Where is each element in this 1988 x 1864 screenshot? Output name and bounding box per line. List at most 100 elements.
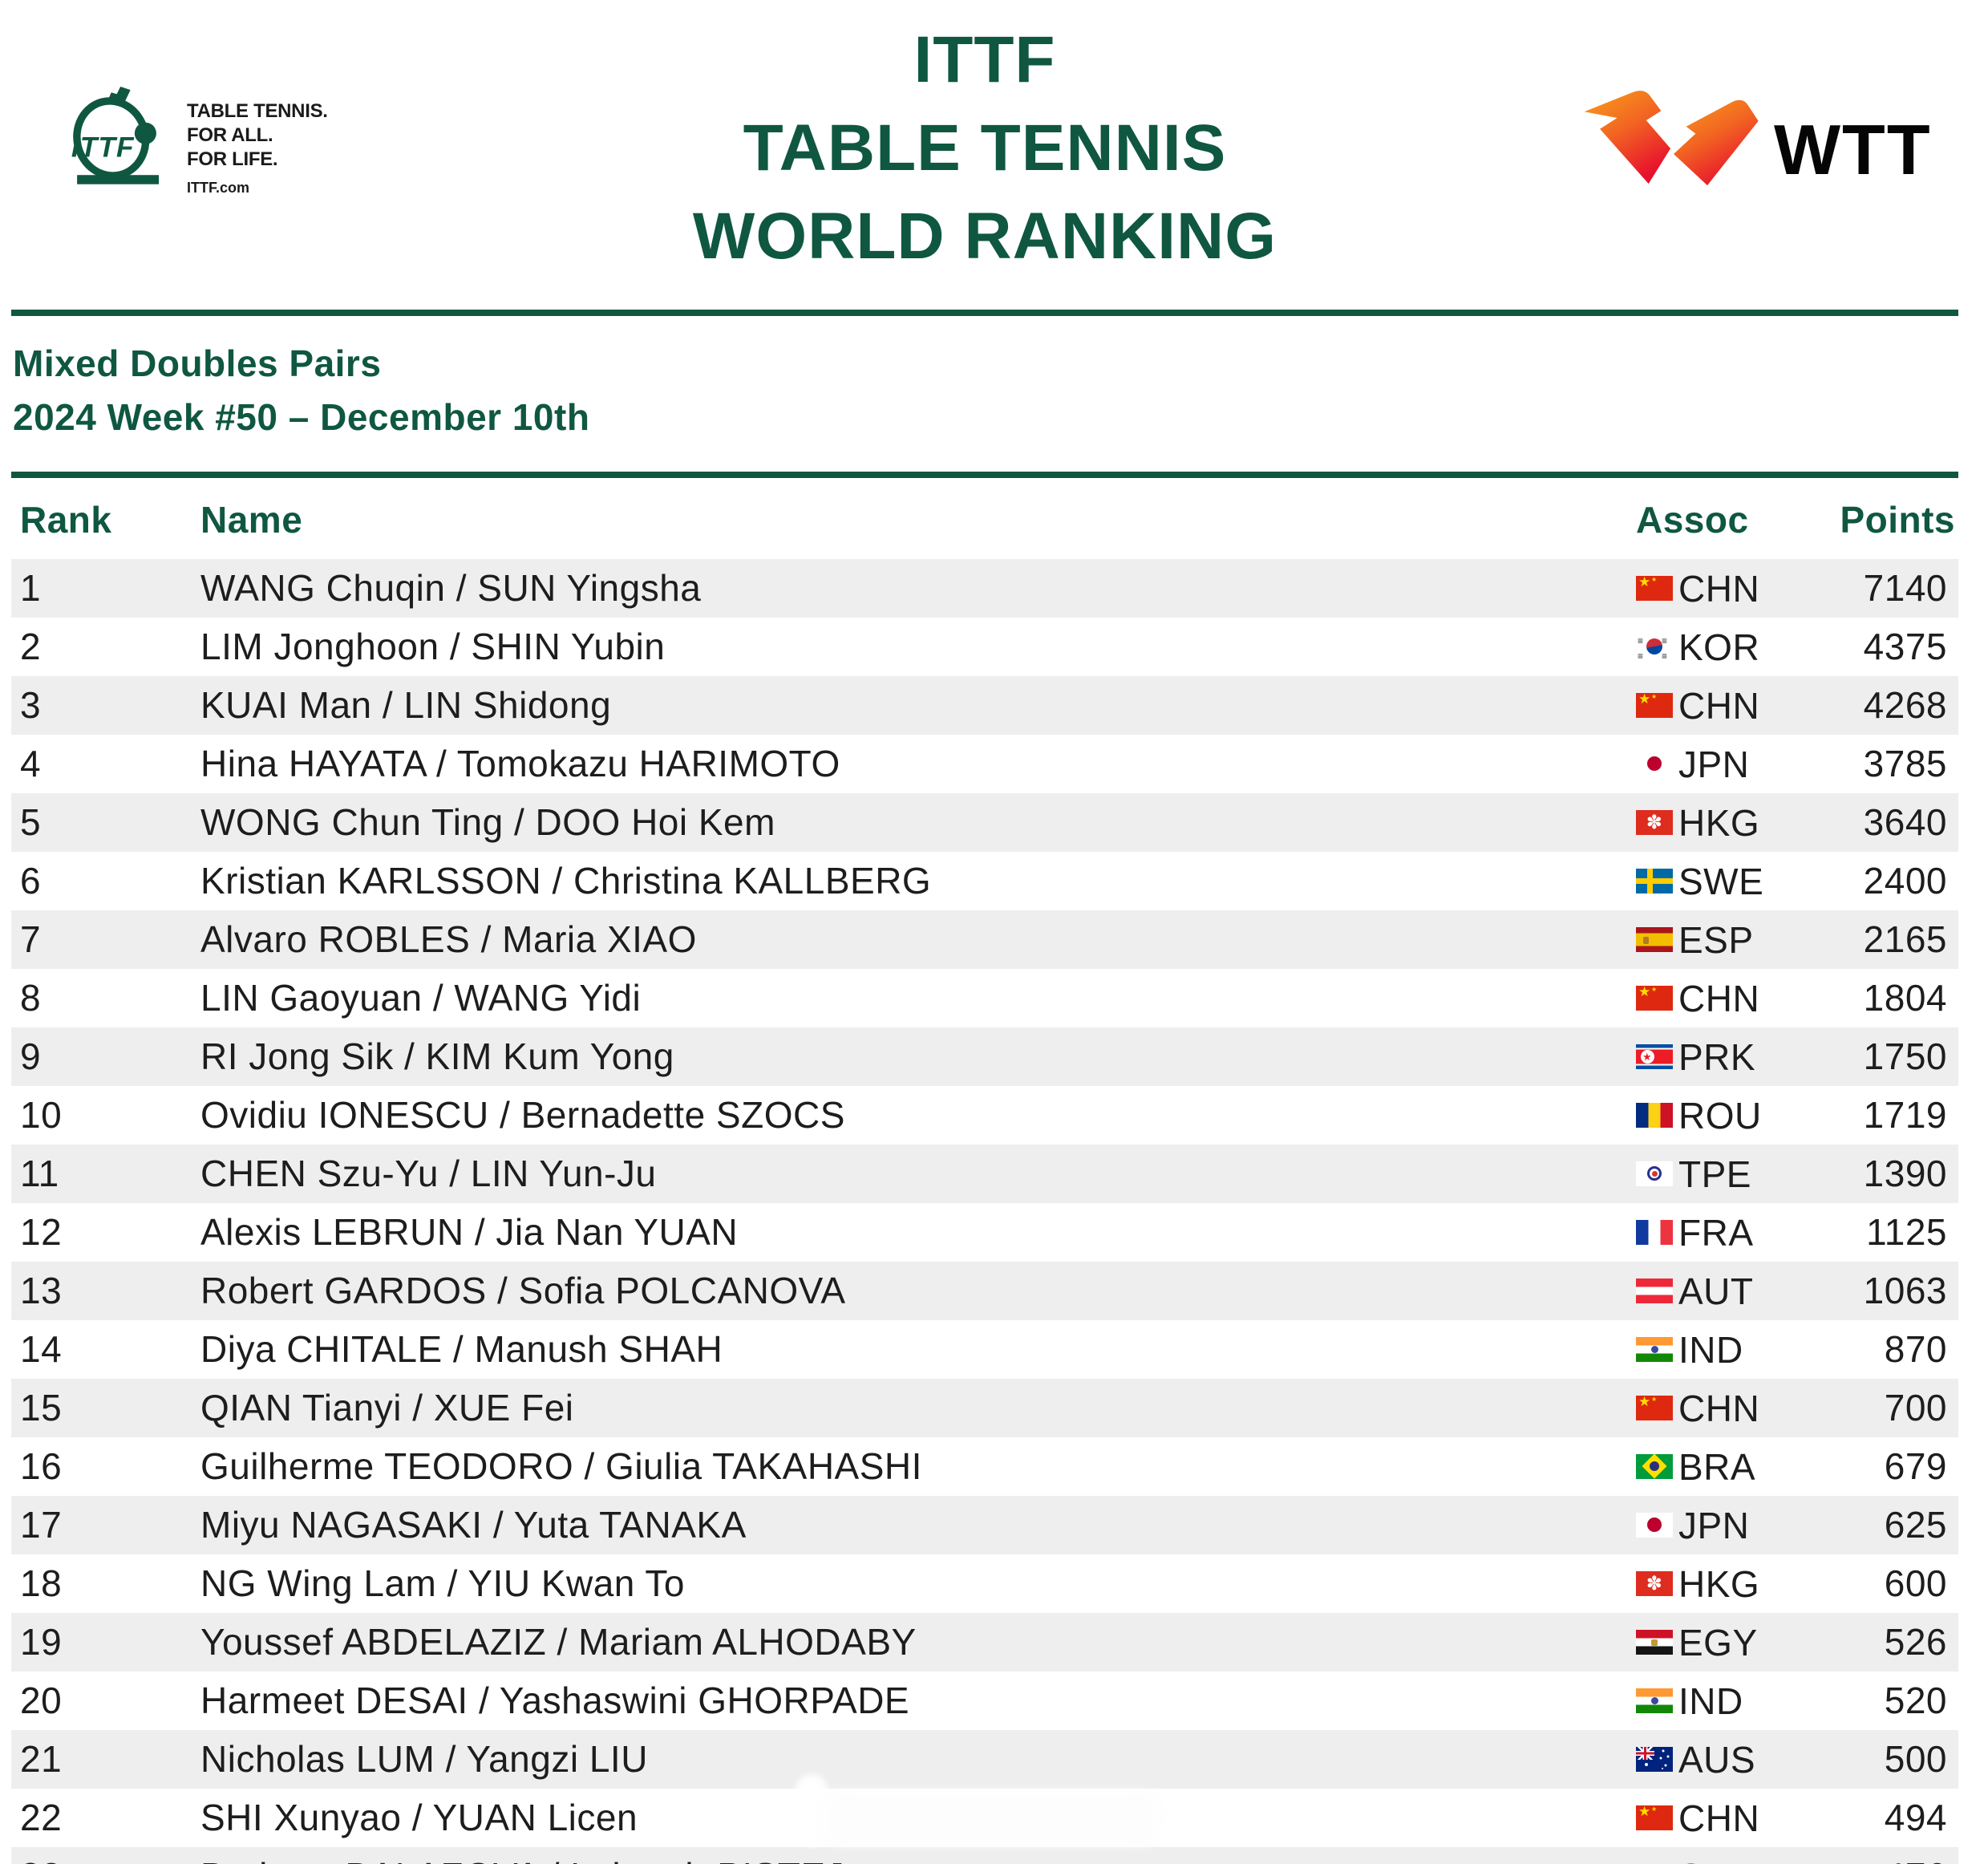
table-row: 21 Nicholas LUM / Yangzi LIU AUS 500 xyxy=(11,1730,1958,1789)
divider-top xyxy=(11,310,1958,316)
table-row: 22 SHI Xunyao / YUAN Licen CHN 494 xyxy=(11,1789,1958,1847)
title-line-3: WORLD RANKING xyxy=(692,200,1277,273)
name-cell: LIN Gaoyuan / WANG Yidi xyxy=(200,977,642,1019)
name-cell: Guilherme TEODORO / Giulia TAKAHASHI xyxy=(200,1445,922,1487)
points-cell: 1750 xyxy=(1863,1035,1947,1077)
assoc-code: FRA xyxy=(1678,1211,1754,1254)
name-cell: LIM Jonghoon / SHIN Yubin xyxy=(200,626,666,667)
points-cell: 2165 xyxy=(1863,918,1947,960)
assoc-code: CHN xyxy=(1678,684,1760,727)
wtt-wordmark: WTT xyxy=(1774,110,1932,189)
points-cell: 1063 xyxy=(1863,1270,1947,1311)
name-cell: Alexis LEBRUN / Jia Nan YUAN xyxy=(200,1211,739,1253)
table-header: Rank Name Assoc Points xyxy=(11,480,1958,559)
name-cell: Youssef ABDELAZIZ / Mariam ALHODABY xyxy=(200,1621,917,1663)
assoc-cell: CHN xyxy=(1636,969,1759,1027)
points-cell: 2400 xyxy=(1863,860,1947,902)
table-row: 15 QIAN Tianyi / XUE Fei CHN 700 xyxy=(11,1379,1958,1437)
table-row: 20 Harmeet DESAI / Yashaswini GHORPADE I… xyxy=(11,1672,1958,1730)
name-cell: Hina HAYATA / Tomokazu HARIMOTO xyxy=(200,743,840,784)
points-cell: 1719 xyxy=(1863,1094,1947,1136)
name-cell: Diya CHITALE / Manush SHAH xyxy=(200,1328,723,1370)
assoc-code: BRA xyxy=(1678,1445,1756,1488)
assoc-cell: ROU xyxy=(1636,1086,1762,1145)
report-subtitle: Mixed Doubles Pairs 2024 Week #50 – Dece… xyxy=(13,337,589,444)
points-header: Points xyxy=(1840,499,1955,541)
title-line-1: ITTF xyxy=(913,23,1056,96)
flag-icon xyxy=(1636,1805,1673,1830)
rank-header: Rank xyxy=(20,499,112,541)
assoc-cell: AUT xyxy=(1636,1262,1754,1320)
points-cell: 870 xyxy=(1884,1328,1947,1370)
wtt-mark-icon xyxy=(1584,91,1759,186)
rank-cell: 19 xyxy=(20,1621,63,1663)
rank-cell: 1 xyxy=(20,567,42,609)
name-cell: Alvaro ROBLES / Maria XIAO xyxy=(200,918,697,960)
name-cell: Robert GARDOS / Sofia POLCANOVA xyxy=(200,1270,846,1311)
ittf-logo: ITTF TABLE TENNIS. FOR ALL. FOR LIFE. IT… xyxy=(56,87,433,196)
assoc-code: ROU xyxy=(1678,1094,1762,1137)
table-row: 8 LIN Gaoyuan / WANG Yidi CHN 1804 xyxy=(11,969,1958,1027)
table-row: 3 KUAI Man / LIN Shidong CHN 4268 xyxy=(11,676,1958,735)
assoc-code: HKG xyxy=(1678,1562,1760,1605)
assoc-code: JPN xyxy=(1678,743,1750,785)
name-header: Name xyxy=(200,499,303,541)
points-cell: 1390 xyxy=(1863,1153,1947,1194)
assoc-cell: IND xyxy=(1636,1320,1743,1379)
assoc-cell: JPN xyxy=(1636,735,1749,793)
assoc-code: AUS xyxy=(1678,1738,1756,1781)
assoc-cell: CHN xyxy=(1636,559,1759,618)
name-cell: QIAN Tianyi / XUE Fei xyxy=(200,1387,574,1428)
rank-cell: 4 xyxy=(20,743,42,784)
rank-cell: 2 xyxy=(20,626,42,667)
flag-icon xyxy=(1636,1044,1673,1069)
table-row: 14 Diya CHITALE / Manush SHAH IND 870 xyxy=(11,1320,1958,1379)
table-row: 17 Miyu NAGASAKI / Yuta TANAKA JPN 625 xyxy=(11,1496,1958,1554)
flag-icon xyxy=(1636,869,1673,894)
assoc-cell: EGY xyxy=(1636,1613,1758,1672)
flag-icon xyxy=(1636,986,1673,1011)
flag-icon xyxy=(1636,634,1673,659)
assoc-code: PRK xyxy=(1678,1035,1756,1078)
rank-cell: 16 xyxy=(20,1445,63,1487)
assoc-code: EGY xyxy=(1678,1621,1758,1663)
flag-icon xyxy=(1636,1220,1673,1245)
table-row: 7 Alvaro ROBLES / Maria XIAO ESP 2165 xyxy=(11,910,1958,969)
assoc-code: CHN xyxy=(1678,1387,1760,1429)
flag-icon xyxy=(1636,927,1673,952)
assoc-code: SVK xyxy=(1678,1855,1754,1864)
table-row: 19 Youssef ABDELAZIZ / Mariam ALHODABY E… xyxy=(11,1613,1958,1672)
points-cell: 526 xyxy=(1884,1621,1947,1663)
points-cell: 7140 xyxy=(1863,567,1947,609)
rank-cell: 20 xyxy=(20,1680,63,1721)
table-row: 11 CHEN Szu-Yu / LIN Yun-Ju TPE 1390 xyxy=(11,1145,1958,1203)
flag-icon xyxy=(1636,1571,1673,1596)
name-cell: SHI Xunyao / YUAN Licen xyxy=(200,1797,638,1838)
flag-icon xyxy=(1636,1278,1673,1303)
flag-icon xyxy=(1636,1454,1673,1479)
flag-icon xyxy=(1636,576,1673,601)
flag-icon xyxy=(1636,1630,1673,1655)
table-row: 16 Guilherme TEODORO / Giulia TAKAHASHI … xyxy=(11,1437,1958,1496)
name-cell: CHEN Szu-Yu / LIN Yun-Ju xyxy=(200,1153,657,1194)
table-row: 6 Kristian KARLSSON / Christina KALLBERG… xyxy=(11,852,1958,910)
assoc-cell: IND xyxy=(1636,1672,1743,1730)
assoc-code: IND xyxy=(1678,1680,1743,1722)
flag-icon xyxy=(1636,1396,1673,1420)
flag-icon xyxy=(1636,810,1673,835)
rank-cell: 8 xyxy=(20,977,42,1019)
assoc-cell: ESP xyxy=(1636,910,1754,969)
points-cell: 600 xyxy=(1884,1562,1947,1604)
rank-cell: 6 xyxy=(20,860,42,902)
table-row: 10 Ovidiu IONESCU / Bernadette SZOCS ROU… xyxy=(11,1086,1958,1145)
table-row: 5 WONG Chun Ting / DOO Hoi Kem HKG 3640 xyxy=(11,793,1958,852)
name-cell: NG Wing Lam / YIU Kwan To xyxy=(200,1562,685,1604)
rank-cell: 17 xyxy=(20,1504,63,1546)
flag-icon xyxy=(1636,1688,1673,1713)
rank-cell: 9 xyxy=(20,1035,42,1077)
points-cell: 494 xyxy=(1884,1797,1947,1838)
name-cell: WANG Chuqin / SUN Yingsha xyxy=(200,567,702,609)
tagline-line: TABLE TENNIS. xyxy=(187,100,328,122)
table-row: 12 Alexis LEBRUN / Jia Nan YUAN FRA 1125 xyxy=(11,1203,1958,1262)
